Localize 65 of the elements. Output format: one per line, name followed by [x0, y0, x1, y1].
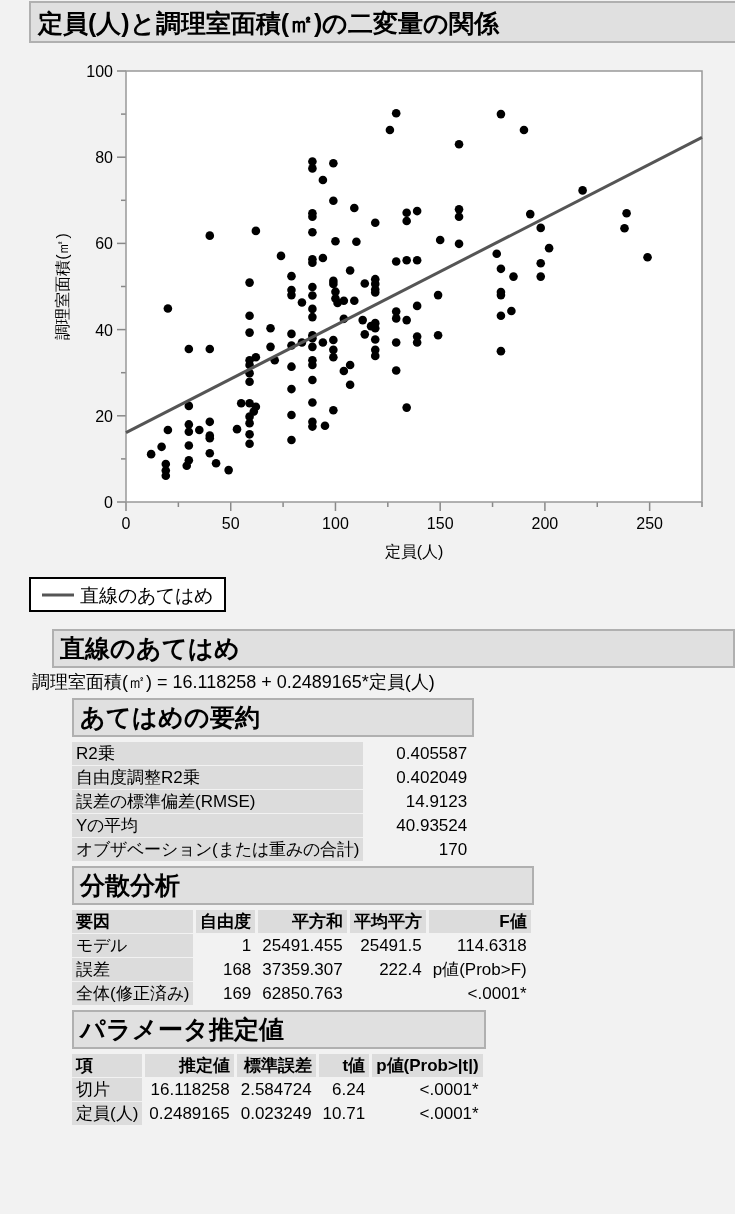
x-tick-label: 0	[121, 515, 131, 532]
text: オブザベーション(または重みの合計)	[76, 840, 360, 859]
text: Yの平均	[76, 816, 139, 835]
text: 16.118258	[150, 1079, 230, 1099]
text: 2.584724	[240, 1079, 312, 1099]
text: 114.6318	[457, 935, 527, 955]
category-label: 項	[72, 1054, 143, 1077]
text: 170	[438, 839, 468, 859]
text: 25491.455	[262, 935, 343, 955]
text: 定員(人)	[76, 1104, 139, 1123]
text: 直線のあてはめ	[52, 629, 735, 668]
y-tick-label: 100	[86, 63, 114, 80]
text: モデル	[76, 936, 127, 955]
text: あてはめの要約	[72, 698, 475, 737]
category-label: 推定値	[145, 1054, 234, 1077]
text: 0.2489165	[149, 1103, 230, 1123]
text: 62850.763	[262, 983, 343, 1003]
text: 40.93524	[396, 815, 468, 835]
text: <.0001*	[467, 983, 527, 1003]
text: 調理室面積(㎡) = 16.118258 + 0.2489165*定員(人)	[32, 671, 436, 694]
category-label: 標準誤差	[236, 1054, 316, 1077]
text: 6.24	[332, 1079, 366, 1099]
y-tick-label: 20	[95, 407, 114, 425]
category-label: F値	[428, 910, 531, 933]
x-tick-label: 50	[221, 515, 240, 532]
category-label: t値	[318, 1054, 370, 1077]
category-label: 平方和	[258, 910, 347, 933]
text: 誤差	[76, 960, 110, 979]
text: 25491.5	[360, 935, 422, 955]
category-label: 自由度	[196, 910, 256, 933]
y-axis-title: 調理室面積(㎡)	[54, 233, 71, 340]
text: p値(Prob>F)	[432, 960, 527, 979]
text: 10.71	[322, 1103, 366, 1123]
category-label: 要因	[72, 910, 194, 933]
x-axis-title: 定員(人)	[384, 543, 444, 560]
text: 168	[222, 959, 252, 979]
chart-title: 定員(人)と調理室面積(㎡)の二変量の関係	[37, 9, 501, 37]
text: 切片	[76, 1080, 110, 1099]
text: 1	[241, 935, 252, 955]
category-label: p値(Prob>|t|)	[372, 1054, 483, 1077]
x-tick-label: 250	[636, 515, 664, 532]
y-tick-label: 80	[95, 149, 114, 167]
text: 0.023249	[240, 1103, 312, 1123]
text: 全体(修正済み)	[76, 984, 190, 1003]
text: 14.9123	[405, 791, 468, 811]
text: 誤差の標準偏差(RMSE)	[76, 792, 256, 811]
text: 37359.307	[262, 959, 343, 979]
text: 169	[222, 983, 252, 1003]
text: <.0001*	[419, 1079, 479, 1099]
y-tick-label: 40	[95, 321, 114, 339]
category-label: 平均平方	[349, 910, 426, 933]
text: 自由度調整R2乗	[76, 768, 200, 787]
y-tick-label: 0	[104, 494, 114, 511]
x-tick-label: 200	[531, 515, 559, 532]
text: 0.402049	[396, 767, 468, 787]
text: <.0001*	[419, 1103, 479, 1123]
text: R2乗	[76, 744, 115, 763]
x-tick-label: 100	[322, 515, 349, 532]
text: パラメータ推定値	[72, 1010, 486, 1049]
text: 222.4	[379, 959, 422, 979]
y-tick-label: 60	[95, 235, 114, 253]
x-tick-label: 150	[426, 515, 454, 532]
text: 0.405587	[396, 743, 468, 763]
legend-label: 直線のあてはめ	[80, 585, 213, 606]
text: 分散分析	[72, 866, 534, 905]
